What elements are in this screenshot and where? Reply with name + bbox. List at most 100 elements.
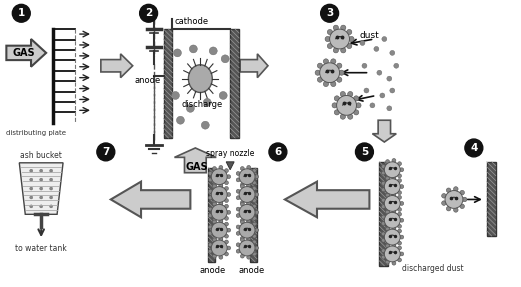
Circle shape <box>13 4 30 22</box>
Circle shape <box>269 143 287 161</box>
Circle shape <box>386 227 390 231</box>
Circle shape <box>370 103 375 108</box>
Circle shape <box>208 231 212 235</box>
Circle shape <box>381 171 386 175</box>
Circle shape <box>400 235 404 239</box>
Circle shape <box>320 63 340 83</box>
Circle shape <box>381 215 386 219</box>
Circle shape <box>354 110 359 115</box>
Text: 6: 6 <box>274 147 281 157</box>
Text: dust: dust <box>359 31 379 40</box>
Circle shape <box>381 205 386 209</box>
Circle shape <box>236 196 240 200</box>
Bar <box>164 29 172 138</box>
Circle shape <box>225 252 228 256</box>
Circle shape <box>392 211 396 215</box>
Circle shape <box>225 240 228 244</box>
Circle shape <box>381 188 386 192</box>
Circle shape <box>208 225 212 229</box>
Circle shape <box>225 216 228 220</box>
Circle shape <box>398 195 402 199</box>
Circle shape <box>140 4 157 22</box>
Circle shape <box>225 204 228 208</box>
Circle shape <box>337 77 342 82</box>
Text: GAS: GAS <box>185 162 208 172</box>
Circle shape <box>362 63 367 68</box>
Circle shape <box>325 36 330 42</box>
Circle shape <box>213 220 216 224</box>
Text: to water tank: to water tank <box>15 244 67 253</box>
Circle shape <box>40 205 43 208</box>
Circle shape <box>227 175 231 179</box>
Circle shape <box>398 191 402 195</box>
Polygon shape <box>240 54 268 78</box>
Circle shape <box>247 183 251 187</box>
Circle shape <box>400 201 404 205</box>
Circle shape <box>236 249 240 253</box>
Circle shape <box>465 139 483 157</box>
Circle shape <box>442 193 446 198</box>
Circle shape <box>392 192 396 196</box>
Circle shape <box>331 59 336 64</box>
Circle shape <box>247 237 251 241</box>
Circle shape <box>446 188 451 193</box>
Circle shape <box>400 218 404 222</box>
Circle shape <box>321 4 339 22</box>
Circle shape <box>240 166 244 170</box>
Circle shape <box>213 236 216 240</box>
Circle shape <box>211 169 227 185</box>
Circle shape <box>252 216 256 220</box>
Circle shape <box>348 92 353 97</box>
Circle shape <box>239 222 255 238</box>
Polygon shape <box>101 54 133 78</box>
Circle shape <box>381 255 386 259</box>
Circle shape <box>384 195 400 211</box>
Circle shape <box>390 51 395 55</box>
Text: 3: 3 <box>326 8 333 18</box>
Circle shape <box>381 249 386 253</box>
Circle shape <box>381 165 386 168</box>
Circle shape <box>240 202 244 206</box>
Circle shape <box>341 48 346 53</box>
Text: 2: 2 <box>145 8 152 18</box>
Circle shape <box>327 43 332 49</box>
Circle shape <box>236 189 240 193</box>
Circle shape <box>337 96 356 115</box>
Circle shape <box>252 187 256 190</box>
Circle shape <box>225 234 228 238</box>
Circle shape <box>386 260 390 264</box>
Polygon shape <box>373 120 396 142</box>
Circle shape <box>327 30 332 35</box>
Circle shape <box>387 106 392 111</box>
Circle shape <box>317 77 322 82</box>
Circle shape <box>213 185 216 188</box>
Circle shape <box>213 218 216 222</box>
Circle shape <box>392 177 396 181</box>
Circle shape <box>324 82 329 87</box>
Circle shape <box>201 121 209 129</box>
Circle shape <box>252 169 256 172</box>
Circle shape <box>227 228 231 232</box>
Circle shape <box>252 181 256 185</box>
Circle shape <box>219 183 223 187</box>
Circle shape <box>171 92 179 99</box>
Circle shape <box>380 93 385 98</box>
Circle shape <box>384 179 400 195</box>
Text: distributing plate: distributing plate <box>6 130 66 136</box>
Circle shape <box>239 240 255 256</box>
Circle shape <box>225 181 228 185</box>
Circle shape <box>386 177 390 180</box>
Circle shape <box>240 238 244 242</box>
Circle shape <box>398 179 402 183</box>
Circle shape <box>341 25 346 30</box>
Circle shape <box>317 63 322 68</box>
Circle shape <box>97 143 115 161</box>
Circle shape <box>398 212 402 216</box>
Circle shape <box>173 49 181 57</box>
Circle shape <box>240 218 244 222</box>
Circle shape <box>208 196 212 200</box>
Circle shape <box>219 92 227 99</box>
Circle shape <box>355 143 374 161</box>
Circle shape <box>386 244 390 248</box>
Circle shape <box>227 193 231 196</box>
